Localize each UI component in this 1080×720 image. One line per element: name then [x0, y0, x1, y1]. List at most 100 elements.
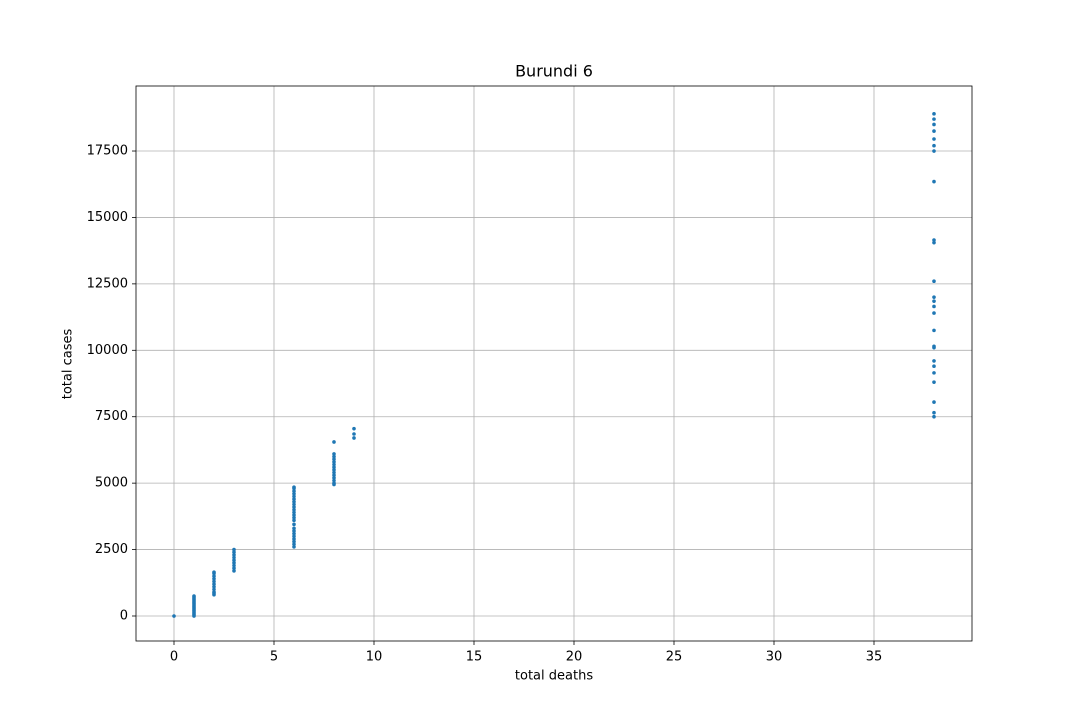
- point: [232, 566, 236, 570]
- point: [932, 359, 936, 363]
- x-tick-label: 30: [766, 650, 783, 665]
- point: [292, 510, 296, 515]
- point: [292, 497, 296, 501]
- x-axis-label: total deaths: [515, 669, 593, 684]
- point: [292, 499, 296, 504]
- point: [932, 344, 936, 349]
- point: [232, 555, 236, 560]
- chart-title: Burundi 6: [515, 62, 593, 81]
- point: [932, 149, 936, 153]
- point: [232, 558, 236, 562]
- point: [332, 481, 336, 485]
- point: [292, 526, 296, 531]
- point: [932, 279, 936, 284]
- point: [932, 238, 936, 242]
- point: [292, 529, 296, 533]
- x-tick-label: 25: [666, 650, 683, 665]
- point: [932, 311, 936, 315]
- point: [232, 550, 236, 555]
- point: [292, 539, 296, 544]
- point: [292, 485, 296, 489]
- point: [232, 547, 236, 552]
- point: [232, 569, 236, 573]
- x-tick-label: 5: [270, 650, 278, 665]
- point: [232, 553, 236, 557]
- point: [292, 489, 296, 493]
- point: [332, 440, 336, 444]
- point: [932, 137, 936, 141]
- point: [332, 452, 336, 456]
- point: [932, 240, 936, 245]
- point: [932, 299, 936, 303]
- point: [332, 465, 336, 470]
- y-tick-label: 10000: [87, 343, 128, 358]
- point: [332, 478, 336, 483]
- point: [212, 579, 216, 584]
- point: [292, 537, 296, 541]
- point: [332, 460, 336, 464]
- point: [172, 614, 176, 618]
- point: [932, 117, 936, 121]
- point: [292, 513, 296, 517]
- point: [932, 122, 936, 127]
- point: [932, 364, 936, 369]
- point: [352, 432, 356, 436]
- point: [932, 112, 936, 116]
- point: [292, 494, 296, 499]
- point: [932, 414, 936, 419]
- point: [932, 400, 936, 404]
- point: [932, 410, 936, 415]
- x-tick-label: 15: [466, 650, 483, 665]
- point: [292, 502, 296, 507]
- point: [292, 515, 296, 520]
- y-tick-label: 17500: [87, 144, 128, 159]
- point: [292, 518, 296, 523]
- point: [212, 590, 216, 594]
- point: [212, 570, 216, 574]
- y-tick-label: 5000: [95, 476, 128, 491]
- point: [292, 545, 296, 549]
- point: [932, 129, 936, 133]
- point: [352, 426, 356, 431]
- point: [292, 534, 296, 539]
- y-tick-label: 2500: [95, 542, 128, 557]
- y-tick-label: 7500: [95, 409, 128, 424]
- y-tick-label: 12500: [87, 276, 128, 291]
- point: [292, 542, 296, 547]
- point: [292, 522, 296, 527]
- point: [932, 380, 936, 384]
- point: [932, 295, 936, 299]
- point: [932, 328, 936, 333]
- point: [212, 582, 216, 586]
- point: [932, 179, 936, 184]
- point: [212, 584, 216, 589]
- point: [332, 462, 336, 467]
- point: [232, 561, 236, 565]
- plot-frame: [135, 85, 973, 642]
- point: [932, 371, 936, 375]
- y-tick-label: 0: [120, 608, 128, 623]
- y-axis-label: total cases: [61, 329, 76, 400]
- point: [332, 454, 336, 459]
- x-tick-label: 20: [566, 650, 583, 665]
- x-tick-label: 35: [866, 650, 883, 665]
- point: [332, 468, 336, 472]
- x-tick-label: 10: [366, 650, 383, 665]
- point: [292, 531, 296, 536]
- point: [192, 594, 196, 598]
- point: [332, 473, 336, 477]
- y-tick-label: 15000: [87, 210, 128, 225]
- point: [332, 470, 336, 475]
- point: [232, 563, 236, 568]
- point: [292, 505, 296, 509]
- point: [932, 143, 936, 148]
- point: [292, 507, 296, 512]
- point: [292, 491, 296, 496]
- point: [332, 476, 336, 480]
- point: [212, 574, 216, 578]
- x-tick-label: 0: [170, 650, 178, 665]
- point: [212, 576, 216, 581]
- point: [352, 436, 356, 440]
